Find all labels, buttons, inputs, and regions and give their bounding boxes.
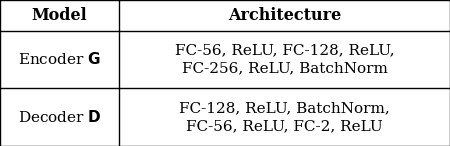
Text: Model: Model: [32, 7, 87, 24]
Text: FC-56, ReLU, FC-128, ReLU,
FC-256, ReLU, BatchNorm: FC-56, ReLU, FC-128, ReLU, FC-256, ReLU,…: [175, 44, 395, 75]
Text: FC-128, ReLU, BatchNorm,
FC-56, ReLU, FC-2, ReLU: FC-128, ReLU, BatchNorm, FC-56, ReLU, FC…: [179, 101, 390, 133]
Text: Architecture: Architecture: [228, 7, 341, 24]
Text: Decoder $\mathbf{D}$: Decoder $\mathbf{D}$: [18, 109, 102, 125]
Text: Encoder $\mathbf{G}$: Encoder $\mathbf{G}$: [18, 52, 101, 67]
